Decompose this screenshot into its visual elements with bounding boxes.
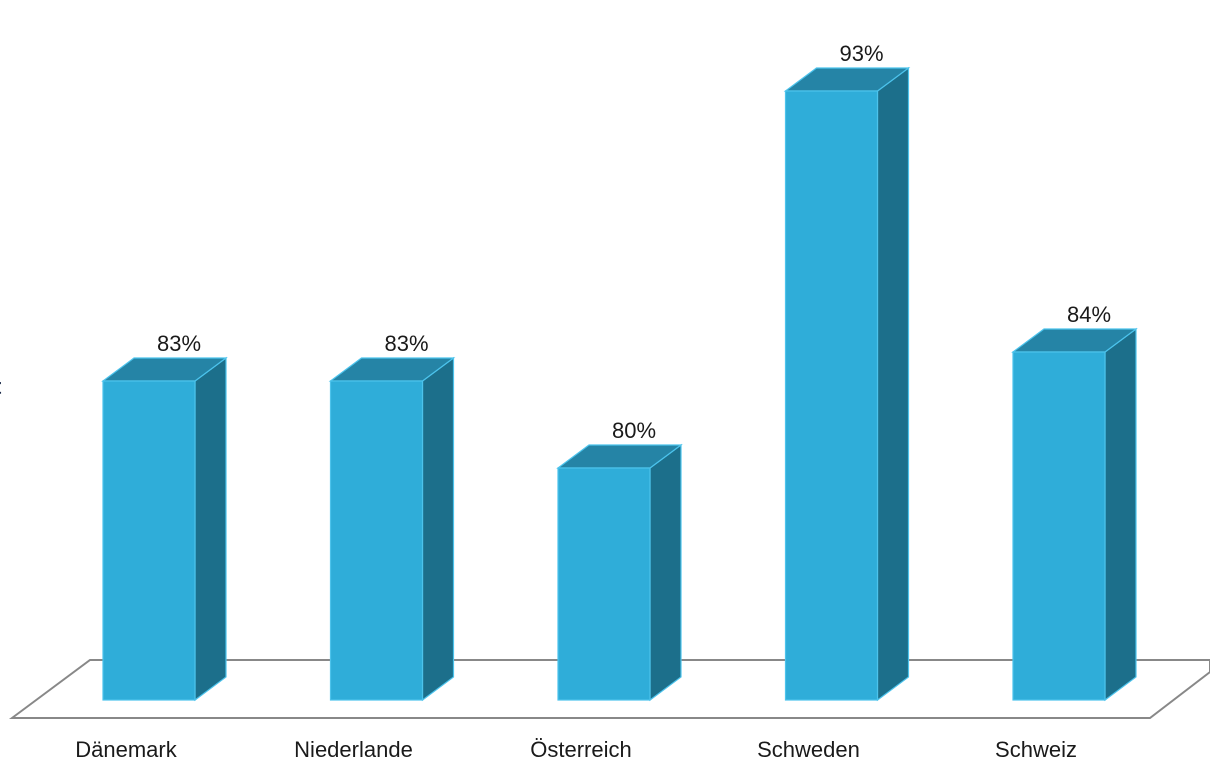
category-labels-group: Dänemark Niederlande Österreich Schweden Sch… — [75, 737, 1077, 762]
value-label-schweiz: 84% — [1067, 302, 1111, 327]
category-label-schweiz: Schweiz — [995, 737, 1077, 762]
bar-front-face — [329, 380, 424, 701]
bars-group — [101, 66, 1138, 702]
cutoff-side-text: t — [0, 376, 1, 398]
bar-schweiz — [1011, 327, 1138, 702]
bar-front-face — [557, 467, 651, 701]
bar-side-face — [1104, 327, 1137, 702]
bar-schweden — [783, 66, 911, 702]
bar-side-face — [876, 66, 910, 702]
category-label--sterreich: Österreich — [530, 737, 631, 762]
bar-side-face — [649, 443, 682, 702]
bar-side-face — [194, 356, 227, 702]
category-label-d-nemark: Dänemark — [75, 737, 177, 762]
value-label-schweden: 93% — [839, 41, 883, 66]
value-labels-group: 83% 83% 80% 93% 84% — [157, 41, 1111, 443]
bar--sterreich — [556, 443, 683, 702]
category-label-niederlande: Niederlande — [294, 737, 413, 762]
value-label--sterreich: 80% — [612, 418, 656, 443]
value-label-niederlande: 83% — [384, 331, 428, 356]
bar-d-nemark — [101, 356, 228, 702]
value-label-d-nemark: 83% — [157, 331, 201, 356]
category-label-schweden: Schweden — [757, 737, 860, 762]
chart-floor — [8, 659, 1210, 719]
bar-side-face — [421, 356, 455, 702]
bar-front-face — [102, 380, 196, 701]
bar-niederlande — [328, 356, 456, 702]
bar-front-face — [784, 90, 879, 701]
bar-front-face — [1012, 351, 1106, 701]
